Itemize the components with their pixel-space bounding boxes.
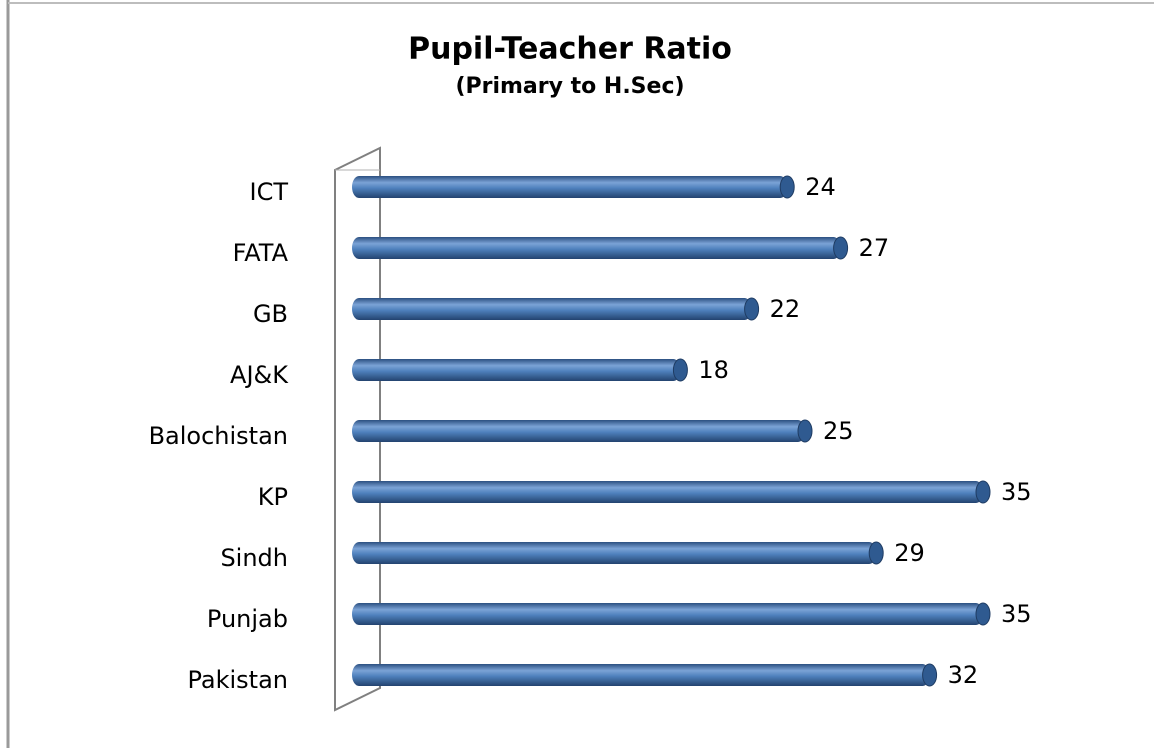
y-tick-label: KP [258,483,288,511]
bar [352,603,983,625]
value-label: 35 [1001,600,1032,628]
bar [352,481,983,503]
bar [352,176,788,198]
bar [352,359,681,381]
value-label: 35 [1001,478,1032,506]
y-tick-label: Pakistan [188,666,289,694]
chart-title: Pupil-Teacher Ratio [408,32,732,67]
value-label: 27 [859,234,890,262]
value-label: 22 [770,295,801,323]
bar [352,237,841,259]
bar-cap [922,663,938,687]
chart-subtitle: (Primary to H.Sec) [455,74,684,99]
y-tick-label: AJ&K [230,361,289,389]
bar-cap [744,297,760,321]
value-label: 29 [894,539,925,567]
bar [352,420,805,442]
y-tick-label: FATA [233,239,289,267]
bar-cap [779,175,795,199]
bar-cap [672,358,688,382]
bar-cap [975,602,991,626]
value-label: 24 [805,173,836,201]
bar-cap [833,236,849,260]
value-label: 18 [698,356,729,384]
bar-cap [975,480,991,504]
bar [352,298,752,320]
y-tick-label: GB [253,300,288,328]
y-tick-label: Punjab [207,605,288,633]
y-tick-label: Balochistan [149,422,288,450]
value-label: 32 [948,661,979,689]
y-tick-label: ICT [250,178,289,206]
value-label: 25 [823,417,854,445]
bar-cap [868,541,884,565]
y-tick-label: Sindh [220,544,288,572]
bar [352,542,877,564]
bar [352,664,930,686]
bar-cap [797,419,813,443]
